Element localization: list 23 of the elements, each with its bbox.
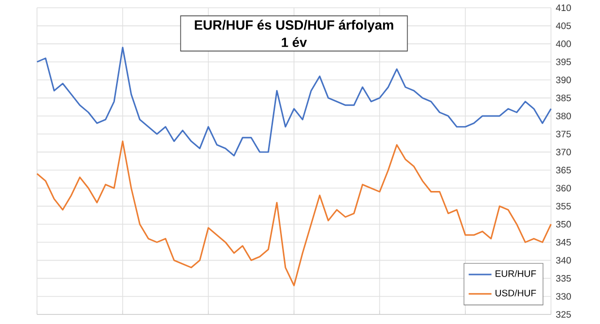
y-tick-label: 365 — [556, 167, 571, 174]
y-tick-label: 395 — [556, 58, 571, 66]
y-tick-label: 390 — [556, 76, 571, 84]
y-tick-label: 325 — [556, 311, 571, 318]
line-series — [36, 140, 552, 286]
legend-label: EUR/HUF — [496, 270, 536, 278]
y-tick-label: 335 — [556, 275, 571, 282]
y-tick-label: 380 — [556, 112, 571, 120]
y-tick-label: 345 — [556, 239, 571, 246]
y-tick-label: 400 — [556, 40, 571, 48]
legend-label: USD/HUF — [496, 290, 536, 297]
y-tick-label: 330 — [556, 293, 571, 300]
y-tick-label: 370 — [556, 148, 571, 156]
y-tick-label: 375 — [556, 130, 571, 138]
y-tick-label: 340 — [556, 257, 571, 264]
text: 1 év — [282, 37, 307, 48]
y-tick-label: 410 — [556, 4, 571, 12]
y-tick-label: 385 — [556, 94, 571, 102]
y-tick-label: 360 — [556, 185, 571, 192]
y-tick-label: 350 — [556, 221, 571, 228]
y-tick-label: 355 — [556, 203, 571, 210]
text: EUR/HUF és USD/HUF árfolyam — [194, 20, 394, 33]
y-tick-label: 405 — [556, 22, 571, 30]
